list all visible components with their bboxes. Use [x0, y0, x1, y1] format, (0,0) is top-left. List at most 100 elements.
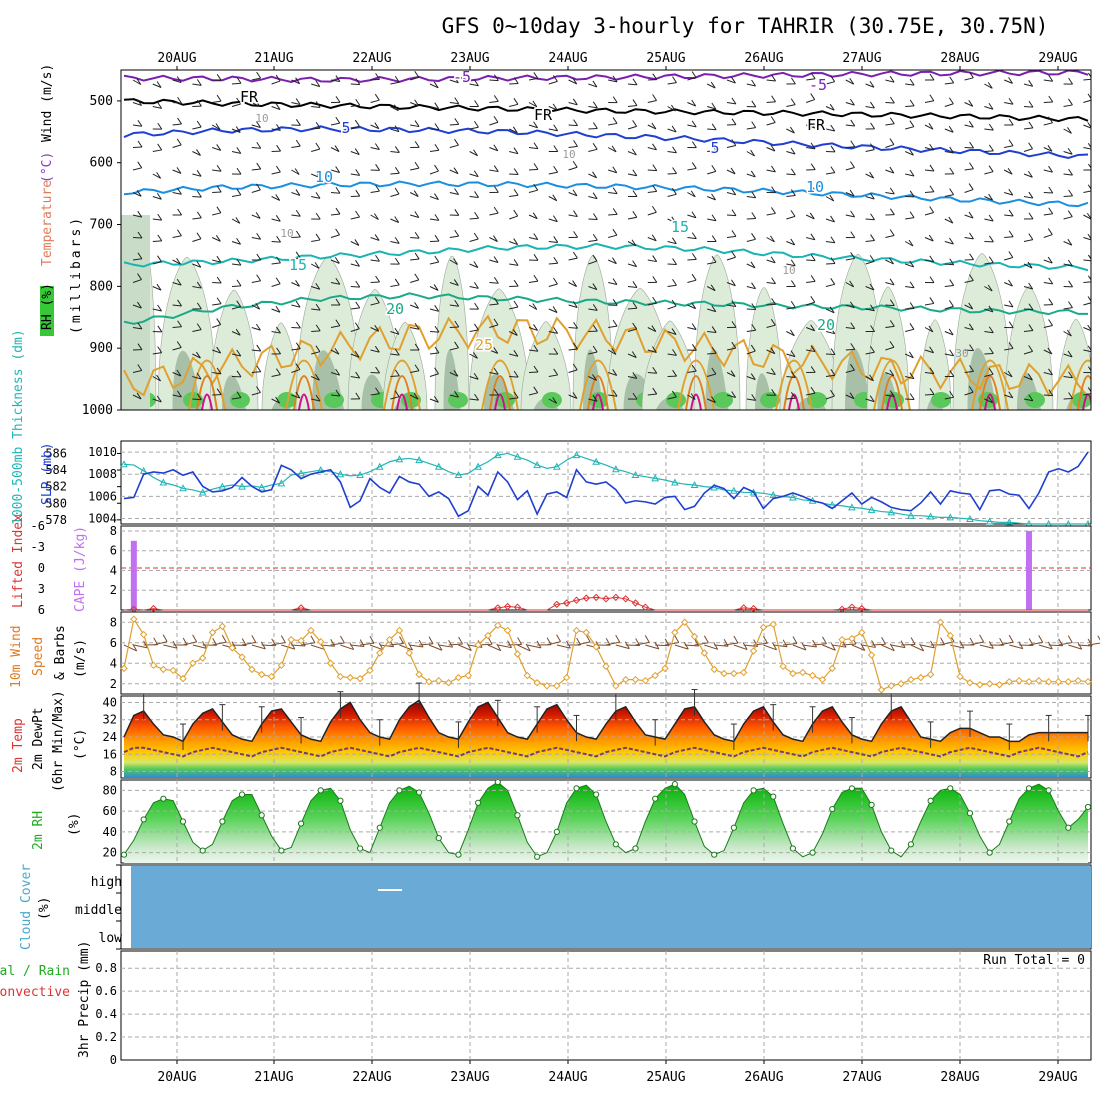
rh-shading: [918, 319, 952, 410]
upper-wind-barb: [132, 192, 142, 197]
upper-wind-barb: [1063, 263, 1073, 267]
upper-wind-barb: [1068, 189, 1073, 197]
upper-wind-barb: [829, 194, 835, 202]
run-total-label: Run Total = 0: [983, 953, 1085, 968]
upper-wind-barb: [806, 99, 815, 103]
slp-tick-label: 1006: [88, 489, 117, 503]
upper-wind-barb: [928, 325, 934, 333]
upper-wind-barb: [790, 126, 795, 134]
bottom-date-label: 21AUG: [254, 1070, 293, 1085]
upper-wind-barb: [984, 196, 993, 201]
rh-point: [337, 797, 344, 804]
upper-wind-barb: [533, 233, 539, 240]
upper-wind-barb: [889, 96, 895, 104]
upper-wind-barb: [652, 276, 658, 283]
upper-wind-barb: [295, 209, 301, 217]
wind-speed-point: [651, 671, 659, 680]
wind-speed-point: [720, 669, 728, 678]
wind-barb: [910, 637, 916, 645]
thickness-point: [572, 451, 581, 459]
upper-wind-barb: [573, 322, 578, 329]
wind-speed-point: [218, 622, 227, 631]
upper-wind-barb: [553, 277, 558, 285]
upper-wind-barb: [627, 83, 638, 86]
upper-wind-barb: [964, 349, 974, 352]
upper-wind-barb: [1004, 347, 1014, 351]
upper-wind-barb: [786, 353, 796, 358]
upper-wind-barb: [707, 352, 717, 355]
rh-contour-label: 10: [280, 227, 293, 240]
thickness-point: [848, 503, 856, 511]
wind-speed-point: [690, 632, 699, 641]
upper-wind-barb: [909, 120, 915, 127]
upper-wind-barb: [212, 259, 222, 263]
upper-wind-barb: [612, 278, 618, 285]
upper-wind-barb: [355, 301, 361, 309]
upper-wind-barb: [905, 126, 915, 130]
upper-wind-barb: [572, 251, 578, 259]
upper-wind-barb: [771, 186, 777, 193]
upper-wind-barb: [355, 280, 361, 288]
upper-wind-barb: [770, 256, 776, 264]
wind-barb: [605, 641, 620, 646]
upper-wind-barb: [489, 237, 498, 243]
wind-barb: [330, 642, 345, 646]
upper-wind-barb: [216, 94, 222, 102]
upper-wind-barb: [410, 102, 419, 107]
upper-wind-barb: [865, 376, 874, 382]
upper-wind-barb: [513, 209, 519, 217]
upper-wind-barb: [192, 238, 202, 242]
upper-wind-barb: [256, 365, 262, 372]
wind-speed-point: [582, 628, 591, 637]
y-tick-label: 800: [90, 279, 113, 294]
upper-wind-barb: [132, 369, 142, 373]
isotherm-30: [383, 359, 421, 410]
upper-wind-barb: [350, 151, 360, 156]
wind-barb: [644, 635, 650, 643]
upper-wind-barb: [865, 83, 875, 88]
upper-wind-barb: [152, 173, 161, 179]
upper-wind-barb: [711, 367, 717, 375]
upper-wind-barb: [453, 279, 459, 286]
upper-wind-barb: [256, 274, 262, 282]
thickness-point: [179, 484, 187, 492]
upper-wind-barb: [612, 117, 618, 124]
upper-wind-barb: [770, 116, 776, 123]
wind-speed-point: [444, 679, 453, 687]
wind-barb: [723, 642, 738, 646]
upper-wind-barb: [746, 350, 756, 355]
upper-wind-barb: [192, 83, 202, 86]
upper-wind-barb: [192, 286, 202, 289]
upper-wind-barb: [390, 241, 400, 244]
upper-wind-barb: [454, 390, 459, 398]
wind-barb: [1009, 644, 1023, 650]
wind-barb: [300, 642, 315, 646]
wind-barb: [919, 643, 925, 652]
upper-wind-barb: [592, 283, 598, 290]
upper-wind-barb: [390, 172, 400, 175]
lifted-index-tick-label: -3: [31, 540, 45, 554]
wind-barb: [428, 636, 434, 645]
wind-barb: [271, 642, 286, 646]
upper-wind-barb: [216, 185, 222, 193]
upper-wind-barb: [469, 263, 479, 268]
lifted-index-point: [572, 596, 581, 604]
upper-wind-barb: [751, 282, 756, 289]
upper-wind-barb: [473, 170, 479, 177]
upper-wind-barb: [608, 213, 618, 216]
upper-wind-barb: [929, 73, 935, 81]
upper-wind-barb: [469, 398, 479, 401]
upper-wind-barb: [409, 192, 419, 198]
upper-wind-barb: [251, 189, 261, 193]
upper-wind-barb: [632, 322, 638, 330]
rh-point: [947, 785, 954, 792]
upper-wind-barb: [671, 125, 677, 133]
top-date-label: 21AUG: [254, 51, 293, 66]
upper-wind-barb: [449, 169, 459, 175]
upper-wind-barb: [1063, 104, 1073, 107]
upper-wind-barb: [687, 167, 697, 171]
wind-speed-point: [680, 618, 689, 626]
upper-wind-barb: [335, 116, 341, 124]
upper-wind-barb: [251, 349, 261, 352]
